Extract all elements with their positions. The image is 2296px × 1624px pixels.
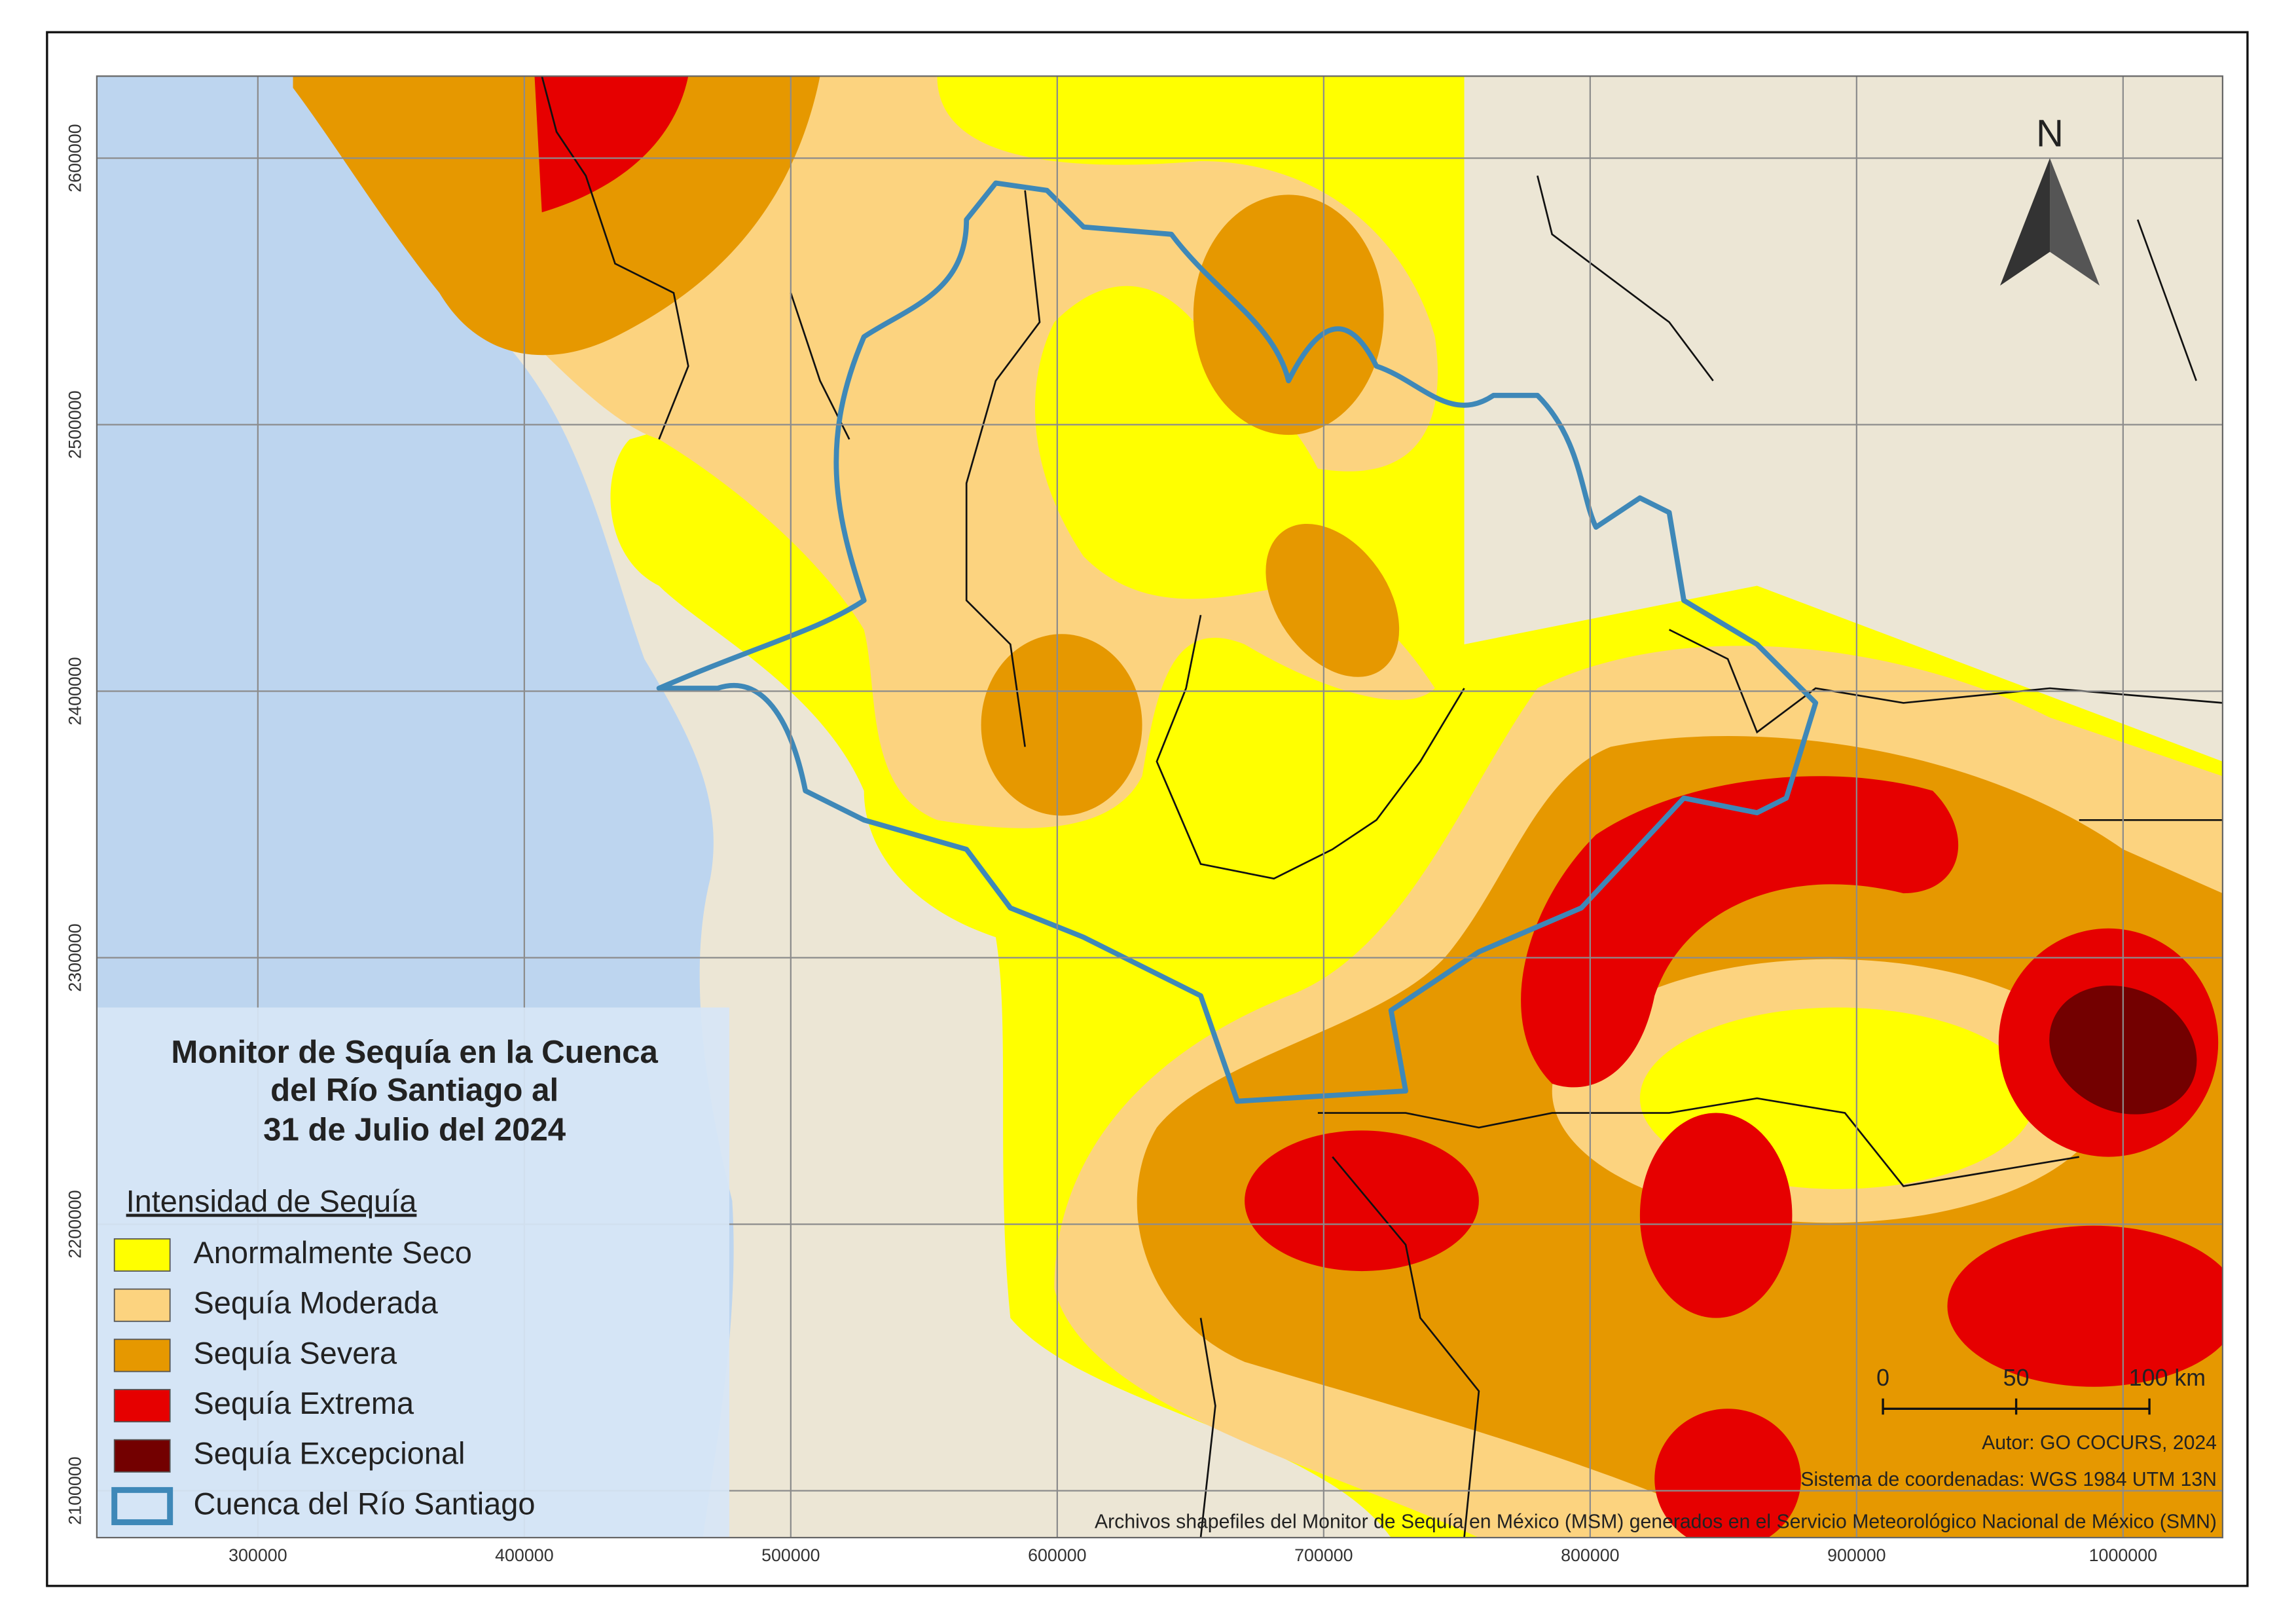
title-line: del Río Santiago al	[270, 1072, 558, 1108]
x-tick-label: 600000	[1028, 1545, 1087, 1565]
y-tick-label: 2300000	[65, 923, 85, 991]
x-tick-label: 700000	[1294, 1545, 1353, 1565]
legend-panel	[96, 1007, 729, 1538]
drought-area	[1654, 1409, 1801, 1538]
north-arrow-right	[2050, 158, 2100, 286]
y-tick-label: 2100000	[65, 1456, 85, 1524]
map-area	[96, 76, 2223, 1538]
scale-bar-label: 100 km	[2129, 1365, 2206, 1391]
y-tick-label: 2500000	[65, 390, 85, 458]
north-arrow-left	[1999, 158, 2050, 286]
north-label: N	[2036, 112, 2064, 155]
legend-label: Sequía Severa	[193, 1335, 397, 1370]
x-tick-label: 800000	[1561, 1545, 1620, 1565]
map-border	[96, 75, 2224, 1539]
scale-bar: 0 50 100 km	[1876, 1365, 2206, 1415]
scale-bar-label: 0	[1876, 1365, 1889, 1391]
legend-swatch	[113, 1338, 171, 1373]
y-tick-label: 2200000	[65, 1190, 85, 1258]
legend-swatch	[113, 1288, 171, 1322]
credit: Autor: GO COCURS, 2024	[1982, 1432, 2217, 1454]
x-tick-label: 300000	[228, 1545, 287, 1565]
state-borders	[541, 76, 2223, 1538]
legend-swatch-outline	[111, 1486, 173, 1526]
credit: Archivos shapefiles del Monitor de Sequí…	[1095, 1511, 2217, 1533]
drought-area	[1639, 1113, 1793, 1318]
x-tick-label: 500000	[761, 1545, 820, 1565]
legend-swatch	[113, 1389, 171, 1423]
legend-swatch	[113, 1238, 171, 1272]
legend-label: Cuenca del Río Santiago	[193, 1486, 535, 1521]
legend-label: Anormalmente Seco	[193, 1235, 471, 1270]
credit: Sistema de coordenadas: WGS 1984 UTM 13N	[1800, 1469, 2217, 1490]
x-tick-label: 400000	[495, 1545, 554, 1565]
drought-area	[1947, 1225, 2223, 1387]
drought-area	[1266, 523, 1400, 677]
drought-area	[981, 634, 1142, 816]
legend-swatch	[113, 1439, 171, 1473]
legend: Anormalmente Seco Sequía Moderada Sequía S…	[111, 1235, 536, 1526]
drought-area	[534, 76, 689, 213]
y-tick-label: 2400000	[65, 657, 85, 725]
drought-area	[1245, 1130, 1479, 1272]
title-line: Monitor de Sequía en la Cuenca	[171, 1034, 658, 1070]
drought-area	[293, 76, 820, 356]
title-line: 31 de Julio del 2024	[263, 1112, 566, 1148]
drought-area	[1193, 194, 1384, 435]
grid	[96, 76, 2223, 1538]
legend-heading: Intensidad de Sequía	[126, 1184, 418, 1219]
legend-label: Sequía Extrema	[193, 1386, 414, 1420]
legend-label: Sequía Excepcional	[193, 1436, 465, 1471]
x-tick-label: 1000000	[2089, 1545, 2157, 1565]
legend-label: Sequía Moderada	[193, 1285, 438, 1320]
state-border	[541, 76, 2223, 1538]
north-arrow: N	[1999, 112, 2100, 286]
y-tick-label: 2600000	[65, 124, 85, 192]
scale-bar-label: 50	[2003, 1365, 2030, 1391]
x-tick-label: 900000	[1827, 1545, 1886, 1565]
basin-outline	[656, 180, 1819, 1104]
